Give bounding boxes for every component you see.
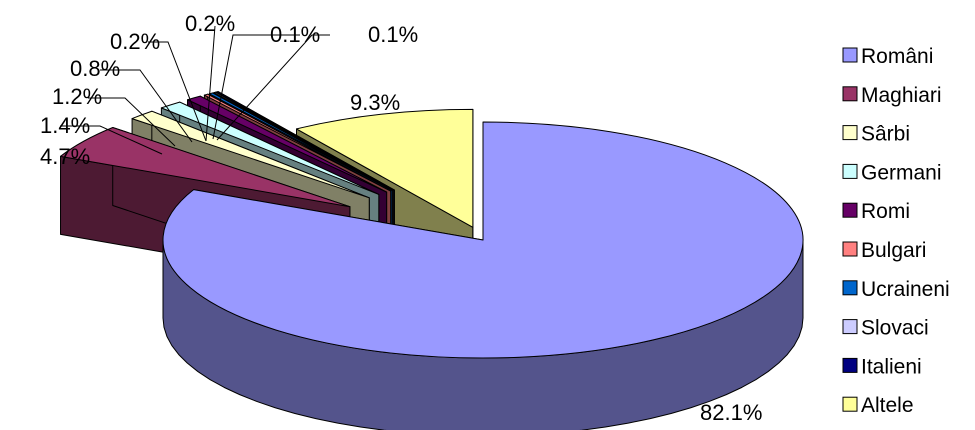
legend-swatch-altele [842,396,858,412]
leader-line-bulgari [148,41,207,142]
legend-swatch-italieni [842,357,858,373]
data-labels: 82.1%4.7%1.4%1.2%0.8%0.2%0.2% 0.1% 0.1%9.3… [40,11,762,425]
leader-line-ucraineni [205,25,216,142]
data-label-maghiari: 4.7% [40,144,90,169]
slice-top-bulgari [203,93,392,192]
data-label-romani: 82.1% [700,400,762,425]
legend-item-altele: Altele [842,394,914,417]
legend-item-romani: Români [842,45,933,68]
legend-label-romi: Romi [861,200,910,223]
data-label-bulgari: 0.2% [110,29,160,54]
legend-item-ucraineni: Ucraineni [842,278,950,301]
legend-swatch-bulgari [842,241,858,257]
leader-line-italieni [216,34,330,141]
slice-romani [162,121,804,430]
legend-item-italieni: Italieni [842,355,922,378]
data-label-romi: 0.8% [70,56,120,81]
legend-swatch-sarbi [842,125,858,141]
leader-line-sarbi [60,125,163,155]
slice-top-maghiari [60,126,351,208]
legend-item-romi: Romi [842,200,910,223]
legend: Români Maghiari Sârbi Germani Romi Bulgari Ucr… [842,45,950,417]
legend-swatch-romani [842,47,858,63]
legend-item-slovaci: Slovaci [842,317,929,340]
data-label-sarbi: 1.4% [40,113,90,138]
legend-item-bulgari: Bulgari [842,239,926,262]
legend-swatch-slovaci [842,319,858,335]
slice-top-romi [186,95,388,193]
legend-label-romani: Români [861,45,933,68]
leader-line-romi [100,69,193,143]
data-label-germani: 1.2% [52,84,102,109]
slice-top-italieni [215,91,395,191]
pie-slices [60,91,804,430]
leader-lines [60,25,330,155]
legend-swatch-maghiari [842,86,858,102]
data-label-slovaci: 0.1% [270,22,320,47]
leader-line-germani [88,97,176,147]
legend-swatch-ucraineni [842,280,858,296]
legend-swatch-germani [842,163,858,179]
slice-top-altele [296,108,474,228]
legend-item-sarbi: Sârbi [842,123,910,146]
legend-label-italieni: Italieni [861,355,922,378]
legend-label-ucraineni: Ucraineni [861,278,950,301]
legend-label-altele: Altele [861,394,914,417]
legend-label-bulgari: Bulgari [861,239,926,262]
legend-item-maghiari: Maghiari [842,84,942,107]
data-label-altele: 9.3% [350,90,400,115]
legend-label-maghiari: Maghiari [861,84,942,107]
legend-swatch-romi [842,202,858,218]
legend-label-sarbi: Sârbi [861,123,910,146]
slice-top-romani [162,121,804,359]
data-label-italieni: 0.1% [368,22,418,47]
legend-label-slovaci: Slovaci [861,317,929,340]
legend-item-germani: Germani [842,161,942,184]
leader-line-slovaci [212,34,300,140]
data-label-ucraineni: 0.2% [185,11,235,36]
slice-top-slovaci [213,91,395,191]
legend-label-germani: Germani [861,161,942,184]
slice-top-sarbi [131,110,370,199]
